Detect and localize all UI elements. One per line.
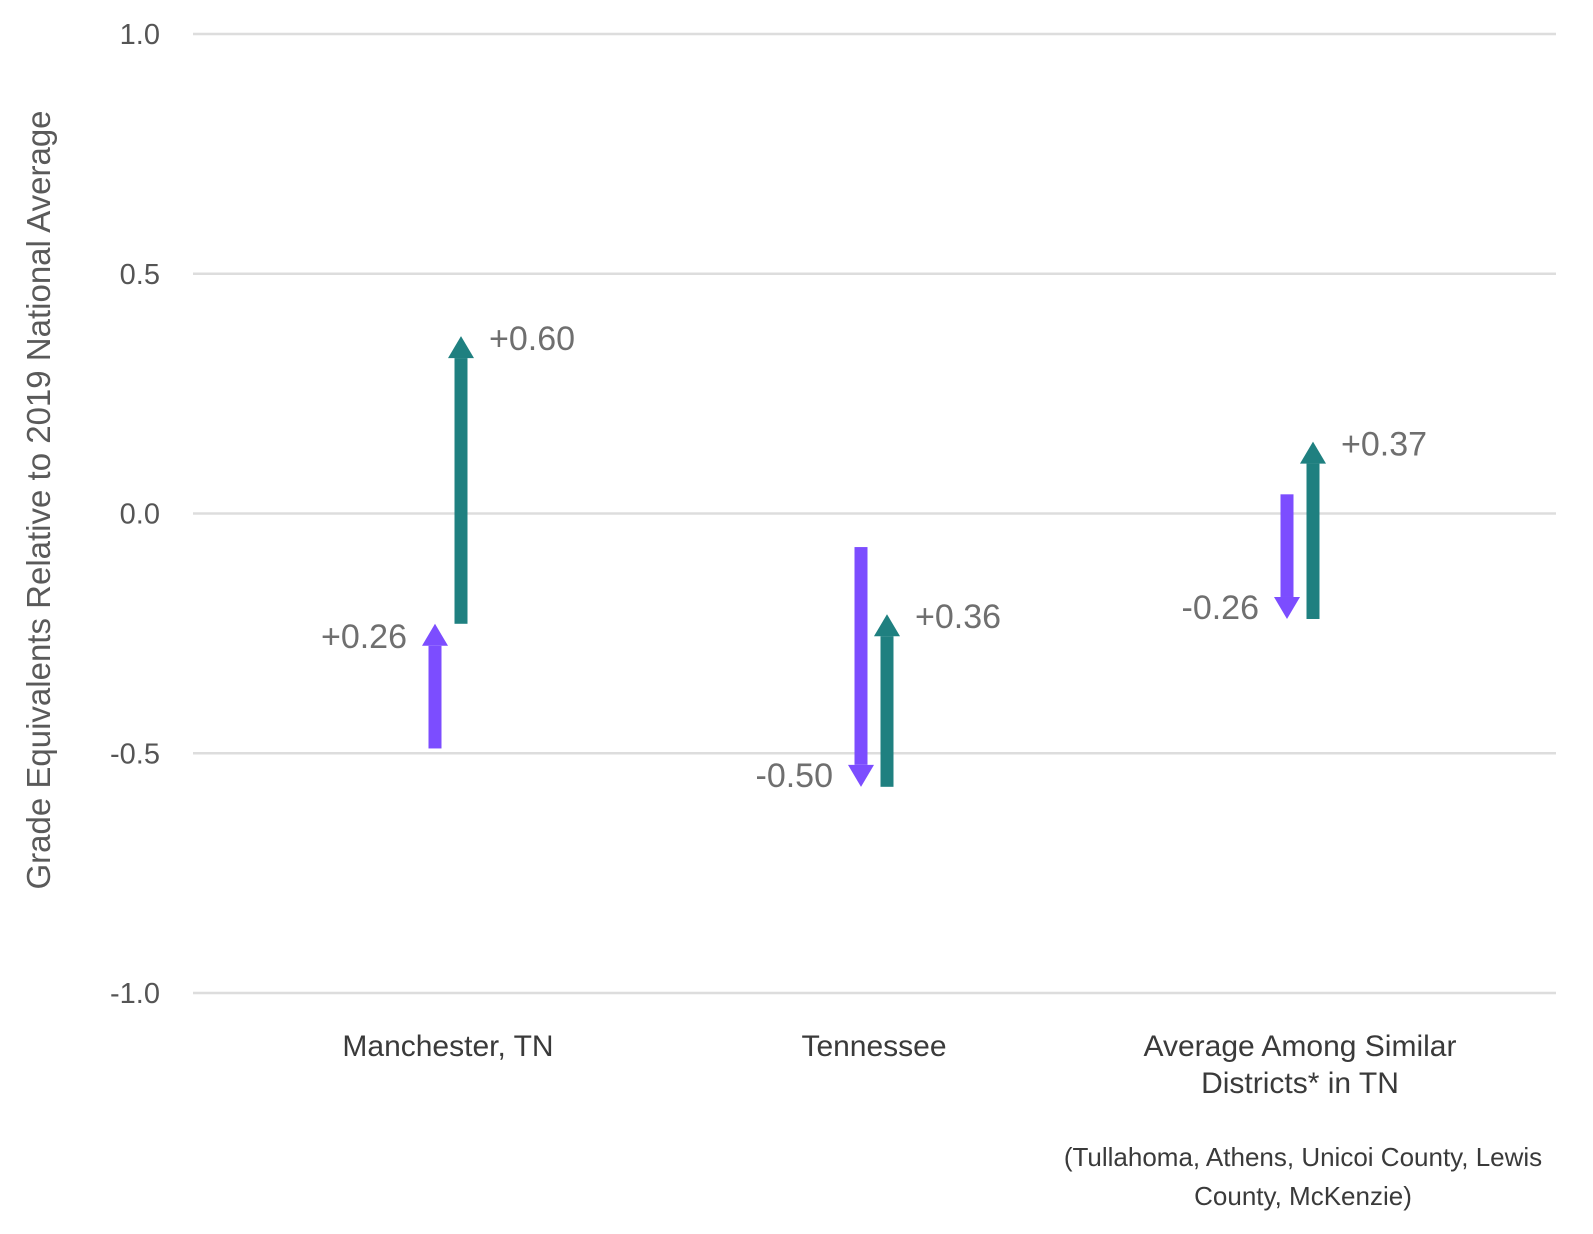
arrow-shaft <box>1280 494 1294 597</box>
chart-marks: +0.26 +0.60 -0.50 +0.36 -0.26 +0.37 <box>321 320 1427 795</box>
category-label: Districts* in TN <box>1201 1067 1399 1100</box>
arrow-shaft <box>454 358 468 624</box>
arrow-head <box>422 623 448 646</box>
arrow-shaft <box>428 645 442 749</box>
arrow-value-label: +0.36 <box>915 598 1001 636</box>
arrow-value-label: +0.37 <box>1341 426 1427 464</box>
footnote: (Tullahoma, Athens, Unicoi County, Lewis… <box>1064 1142 1542 1211</box>
arrow-value-label: +0.26 <box>321 618 407 656</box>
arrow-shaft <box>854 547 868 765</box>
arrow-value-label: +0.60 <box>489 320 575 358</box>
arrow-head <box>874 614 900 637</box>
arrow-head <box>1274 596 1300 619</box>
footnote-line: County, McKenzie) <box>1194 1181 1412 1211</box>
y-tick-label: -1.0 <box>110 978 160 1010</box>
y-tick-label: -0.5 <box>110 738 160 770</box>
arrow-head <box>1300 441 1326 464</box>
grid-lines <box>193 32 1556 995</box>
y-tick-label: 1.0 <box>120 19 160 51</box>
category-labels: Manchester, TN Tennessee Average Among Sim… <box>342 1030 1456 1100</box>
arrow-head <box>448 336 474 359</box>
category-label: Tennessee <box>801 1030 946 1063</box>
footnote-line: (Tullahoma, Athens, Unicoi County, Lewis <box>1064 1142 1542 1172</box>
y-tick-label: 0.0 <box>120 499 160 531</box>
arrow-value-label: -0.26 <box>1182 589 1260 627</box>
arrow-value-label: -0.50 <box>756 757 834 795</box>
arrow-shaft <box>880 636 894 787</box>
category-label: Manchester, TN <box>342 1030 553 1063</box>
y-axis-ticks: 1.0 0.5 0.0 -0.5 -1.0 <box>110 19 160 1010</box>
arrow-shaft <box>1306 463 1320 619</box>
y-axis-label: Grade Equivalents Relative to 2019 Natio… <box>20 110 57 889</box>
category-label: Average Among Similar <box>1144 1030 1457 1063</box>
arrow-head <box>848 764 874 787</box>
y-tick-label: 0.5 <box>120 259 160 291</box>
